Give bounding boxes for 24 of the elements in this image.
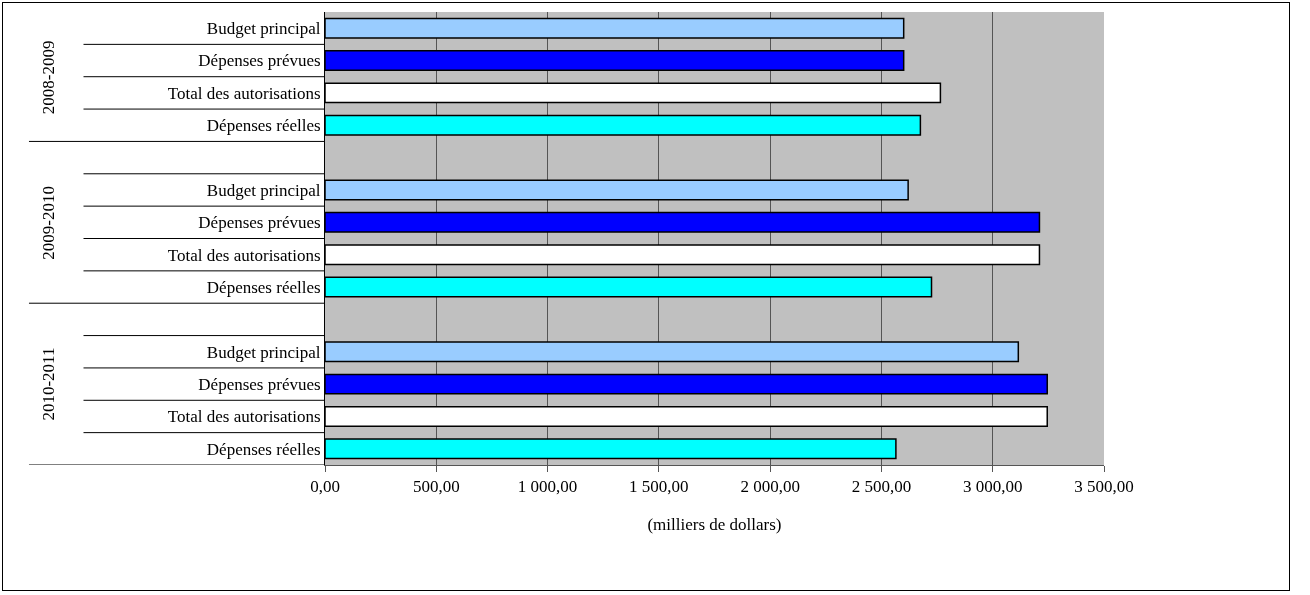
- x-tick-label: 1 500,00: [629, 477, 689, 497]
- y-tick-label: Budget principal: [206, 19, 321, 39]
- y-tick-label: Dépenses réelles: [206, 277, 321, 297]
- text: 2008-2009: [38, 40, 58, 115]
- y-tick-label: Dépenses prévues: [198, 375, 321, 395]
- x-tick-label: 3 500,00: [1074, 477, 1134, 497]
- x-tick-label: 3 000,00: [962, 477, 1023, 497]
- y-tick-label: Budget principal: [206, 180, 321, 200]
- y-tick-label: Dépenses prévues: [198, 213, 321, 233]
- x-tick-label: 0,00: [310, 477, 340, 497]
- x-tick-label: 2 500,00: [851, 477, 912, 497]
- text: 2009-2010: [39, 186, 59, 260]
- x-tick-label: 1 000,00: [517, 477, 578, 497]
- y-tick-label: Dépenses réelles: [206, 439, 321, 459]
- x-tick-label: 500,00: [412, 477, 460, 497]
- y-tick-label: Budget principal: [206, 342, 321, 362]
- y-tick-label: Total des autorisations: [167, 83, 321, 103]
- y-tick-label: Dépenses prévues: [198, 51, 321, 71]
- y-tick-label: Dépenses réelles: [206, 116, 321, 136]
- y-tick-label: Total des autorisations: [167, 245, 321, 265]
- y-tick-label: Total des autorisations: [167, 407, 321, 427]
- x-tick-label: 2 000,00: [740, 477, 800, 497]
- text: 2010-2011: [39, 347, 59, 421]
- x-axis-title: (milliers de dollars): [647, 514, 782, 534]
